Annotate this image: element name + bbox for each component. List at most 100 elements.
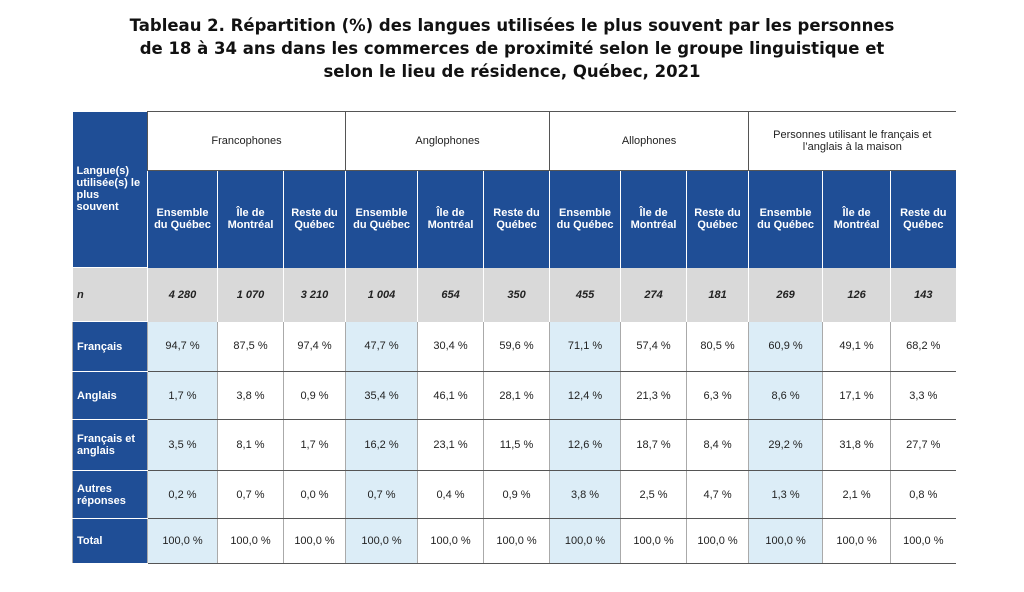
cell: 0,0 % — [282, 470, 346, 519]
cell: 0,9 % — [483, 470, 550, 519]
cell: 6,3 % — [686, 371, 749, 420]
cell: 11,5 % — [483, 419, 550, 471]
cell: 30,4 % — [417, 321, 484, 372]
cell: 350 — [483, 267, 550, 322]
data-row: Français et anglais 3,5 % 8,1 % 1,7 % 16,2 %… — [72, 419, 956, 471]
data-row: Français 94,7 % 87,5 % 97,4 % 47,7 % 30,4 % 59… — [72, 321, 956, 372]
subheader: Île de Montréal — [217, 170, 284, 268]
group-row: Langue(s) utilisée(s) le plus souvent Fra… — [72, 111, 956, 268]
group-header: Personnes utilisant le français et l’ang… — [748, 111, 956, 171]
subheader: Reste du Québec — [282, 170, 346, 268]
cell: 87,5 % — [217, 321, 284, 372]
subheader: Île de Montréal — [417, 170, 484, 268]
corner-cell: Langue(s) utilisée(s) le plus souvent — [72, 111, 148, 268]
group-header: Allophones — [549, 111, 749, 171]
cell: 49,1 % — [822, 321, 891, 372]
title-line: de 18 à 34 ans dans les commerces de pro… — [139, 39, 885, 58]
subheader: Reste du Québec — [483, 170, 550, 268]
cell: 654 — [417, 267, 484, 322]
cell: 21,3 % — [620, 371, 687, 420]
cell: 100,0 % — [282, 518, 346, 564]
cell: 100,0 % — [822, 518, 891, 564]
cell: 97,4 % — [282, 321, 346, 372]
cell: 31,8 % — [822, 419, 891, 471]
cell: 3 210 — [282, 267, 346, 322]
cell: 100,0 % — [345, 518, 418, 564]
cell: 3,3 % — [890, 371, 956, 420]
cell: 57,4 % — [620, 321, 687, 372]
table: Langue(s) utilisée(s) le plus souvent Fra… — [72, 111, 956, 564]
cell: 8,4 % — [686, 419, 749, 471]
cell: 29,2 % — [748, 419, 823, 471]
data-row: Autres réponses 0,2 % 0,7 % 0,0 % 0,7 % 0,4 %… — [72, 470, 956, 519]
cell: 126 — [822, 267, 891, 322]
data-row: Anglais 1,7 % 3,8 % 0,9 % 35,4 % 46,1 % 28,1 %… — [72, 371, 956, 420]
cell: 18,7 % — [620, 419, 687, 471]
cell: 274 — [620, 267, 687, 322]
subheader-row: Ensemble du Québec Île de Montréal Reste d… — [73, 170, 956, 268]
cell: 2,5 % — [620, 470, 687, 519]
title: Tableau 2. Répartition (%) des langues u… — [0, 14, 1024, 83]
cell: 1 070 — [217, 267, 284, 322]
subheader: Reste du Québec — [686, 170, 749, 268]
subheader: Ensemble du Québec — [345, 170, 418, 268]
cell: 28,1 % — [483, 371, 550, 420]
row-label: n — [72, 267, 148, 322]
row-label: Anglais — [72, 371, 148, 420]
cell: 27,7 % — [890, 419, 956, 471]
cell: 269 — [748, 267, 823, 322]
cell: 3,8 % — [217, 371, 284, 420]
cell: 2,1 % — [822, 470, 891, 519]
cell: 59,6 % — [483, 321, 550, 372]
cell: 23,1 % — [417, 419, 484, 471]
cell: 100,0 % — [549, 518, 621, 564]
cell: 1,7 % — [282, 419, 346, 471]
cell: 3,8 % — [549, 470, 621, 519]
cell: 0,2 % — [147, 470, 218, 519]
cell: 0,8 % — [890, 470, 956, 519]
cell: 1,3 % — [748, 470, 823, 519]
cell: 16,2 % — [345, 419, 418, 471]
cell: 100,0 % — [417, 518, 484, 564]
title-line: Tableau 2. Répartition (%) des langues u… — [129, 16, 895, 35]
subheader: Ensemble du Québec — [147, 170, 218, 268]
data-row: Total 100,0 % 100,0 % 100,0 % 100,0 % 100,0 %… — [72, 518, 956, 564]
cell: 12,6 % — [549, 419, 621, 471]
cell: 100,0 % — [748, 518, 823, 564]
cell: 68,2 % — [890, 321, 956, 372]
title-line: selon le lieu de résidence, Québec, 2021 — [323, 62, 701, 81]
group-header: Francophones — [146, 111, 346, 171]
cell: 8,6 % — [748, 371, 823, 420]
cell: 181 — [686, 267, 749, 322]
cell: 80,5 % — [686, 321, 749, 372]
cell: 1,7 % — [147, 371, 218, 420]
cell: 17,1 % — [822, 371, 891, 420]
cell: 3,5 % — [147, 419, 218, 471]
row-label: Français et anglais — [72, 419, 148, 471]
subheader: Reste du Québec — [890, 170, 956, 268]
cell: 8,1 % — [217, 419, 284, 471]
cell: 0,7 % — [217, 470, 284, 519]
cell: 100,0 % — [890, 518, 956, 564]
row-label: Français — [72, 321, 148, 372]
cell: 46,1 % — [417, 371, 484, 420]
subheader: Île de Montréal — [822, 170, 891, 268]
cell: 0,7 % — [345, 470, 418, 519]
cell: 100,0 % — [217, 518, 284, 564]
cell: 47,7 % — [345, 321, 418, 372]
cell: 143 — [890, 267, 956, 322]
cell: 0,9 % — [282, 371, 346, 420]
cell: 94,7 % — [147, 321, 218, 372]
cell: 71,1 % — [549, 321, 621, 372]
cell: 100,0 % — [483, 518, 550, 564]
cell: 100,0 % — [620, 518, 687, 564]
group-header: Anglophones — [345, 111, 550, 171]
subheader: Ensemble du Québec — [748, 170, 823, 268]
cell: 455 — [549, 267, 621, 322]
row-label: Total — [72, 518, 148, 564]
cell: 100,0 % — [147, 518, 218, 564]
cell: 60,9 % — [748, 321, 823, 372]
subheader: Île de Montréal — [620, 170, 687, 268]
